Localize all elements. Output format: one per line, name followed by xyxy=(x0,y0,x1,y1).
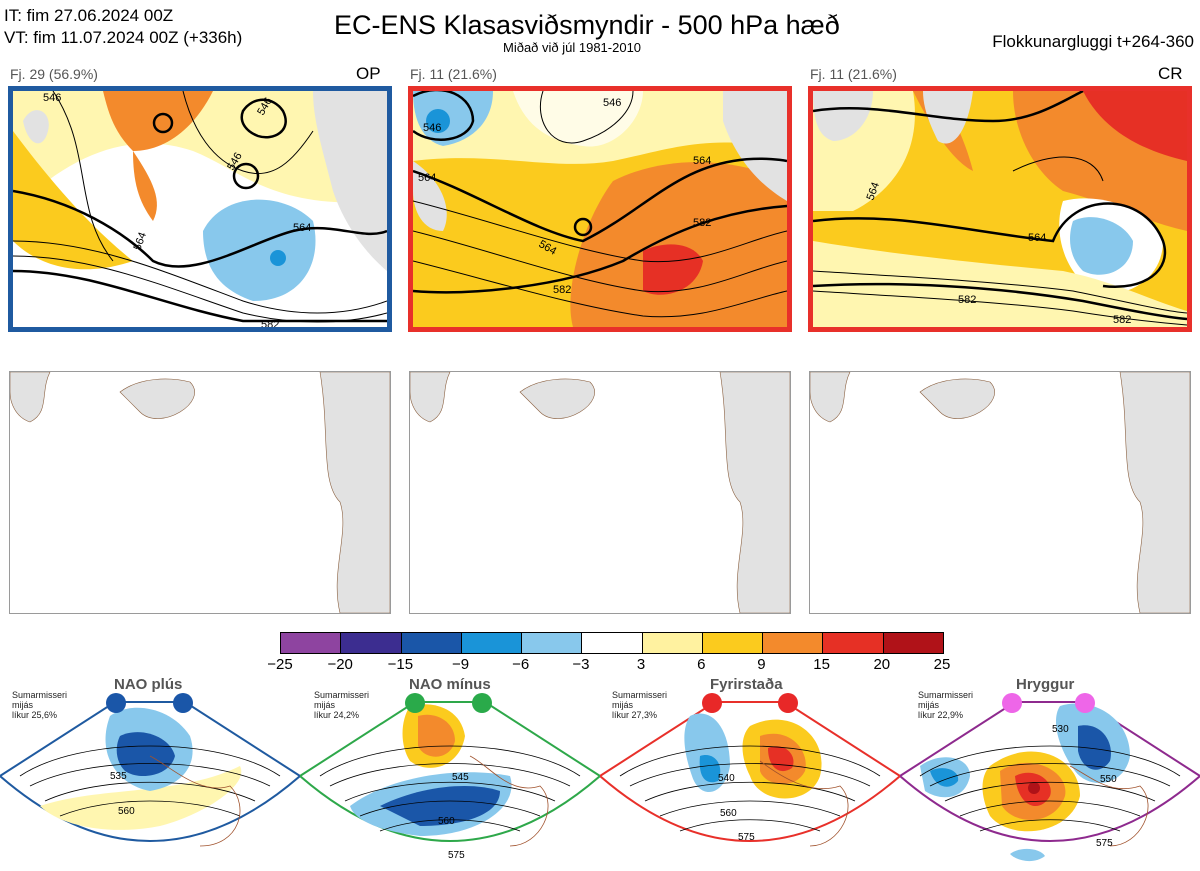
color-scale-tick-label: −15 xyxy=(387,656,414,673)
color-scale-segment xyxy=(641,633,702,653)
regime-3-contour-label-2: 560 xyxy=(720,808,737,819)
color-scale-tick-label: 3 xyxy=(636,656,646,673)
regime-4-contour-label-2: 550 xyxy=(1100,774,1117,785)
panel-3-code: CR xyxy=(1158,64,1183,83)
color-scale-tick-label: 20 xyxy=(873,656,891,673)
regime-1-contour-label-1: 535 xyxy=(110,771,127,782)
page-title: EC-ENS Klasasviðsmyndir - 500 hPa hæð xyxy=(334,10,840,40)
panel-3-contour-label-3: 582 xyxy=(958,294,976,306)
color-scale-segment xyxy=(281,633,341,653)
color-scale-segment xyxy=(762,633,823,653)
color-scale-tick-label: −3 xyxy=(572,656,590,673)
cluster-map-op: 564 564 582 546 546 546 xyxy=(8,86,392,332)
classification-window: Flokkunargluggi t+264-360 xyxy=(992,32,1194,51)
regime-2-contour-label-1: 545 xyxy=(452,772,469,783)
regime-3-title: Fyrirstaða xyxy=(710,676,783,693)
regime-ridge: 530 550 575 xyxy=(900,676,1200,871)
panel-3-label: Fj. 11 (21.6%) xyxy=(810,66,897,82)
regime-2-title: NAO mínus xyxy=(409,676,491,693)
regime-3-contour-label-3: 575 xyxy=(738,832,755,843)
regime-4-dot-a xyxy=(1002,693,1022,713)
color-scale-tick-label: −9 xyxy=(451,656,470,673)
color-scale-segment xyxy=(581,633,642,653)
color-scale-tick-label: −20 xyxy=(327,656,353,673)
regime-4-contour-label-1: 530 xyxy=(1052,724,1069,735)
regime-3-info: Sumarmisseri mijás líkur 27,3% xyxy=(612,690,668,720)
panel-1-contour-label-1: 564 xyxy=(132,231,150,252)
regime-1-dot-b xyxy=(173,693,193,713)
cluster-map-cr: 564 564 582 582 xyxy=(808,86,1192,332)
regime-1-title: NAO plús xyxy=(114,676,183,693)
regime-2-contour-label-2: 560 xyxy=(438,816,455,827)
regime-3-contour-label-1: 540 xyxy=(718,773,735,784)
regime-4-info: Sumarmisseri mijás líkur 22,9% xyxy=(918,690,974,720)
regime-4-title: Hryggur xyxy=(1016,676,1075,693)
panel-1-contour-label-3: 582 xyxy=(261,319,279,327)
color-scale-segment xyxy=(882,633,943,653)
panel-2-contour-label-2: 564 xyxy=(693,155,711,167)
panel-3-contour-label-1: 564 xyxy=(1028,232,1046,244)
color-scale-bar xyxy=(280,632,944,654)
regime-nao-minus: 545 560 575 xyxy=(300,676,600,871)
regime-1-dot-a xyxy=(106,693,126,713)
cluster-map-2: 564 564 582 582 546 546 564 xyxy=(408,86,792,332)
empty-map-3 xyxy=(809,371,1191,614)
empty-map-2 xyxy=(409,371,791,614)
color-scale-tick-label: −25 xyxy=(267,656,293,673)
panel-1-contour-label-2: 564 xyxy=(293,222,311,234)
color-scale-segment xyxy=(400,633,461,653)
panel-2-contour-label-5: 546 xyxy=(423,122,441,134)
panel-2-contour-label-4: 582 xyxy=(553,284,571,296)
regime-3-dot-b xyxy=(778,693,798,713)
regime-3-dot-a xyxy=(702,693,722,713)
page-subtitle: Miðað við júl 1981-2010 xyxy=(503,40,642,55)
color-scale-tick-label: −6 xyxy=(512,656,530,673)
regime-2-info: Sumarmisseri mijás líkur 24,2% xyxy=(314,690,370,720)
color-scale-segment xyxy=(340,633,401,653)
color-scale-segment xyxy=(521,633,582,653)
panel-2-contour-label-3: 582 xyxy=(693,217,711,229)
regime-2-dot-b xyxy=(472,693,492,713)
panel-3-contour-label-2: 564 xyxy=(865,181,883,202)
panel-2-contour-label-7: 564 xyxy=(418,172,436,184)
regime-2-dot-a xyxy=(405,693,425,713)
regime-4-dot-b xyxy=(1075,693,1095,713)
panel-1-code: OP xyxy=(356,64,381,83)
panel-1-label: Fj. 29 (56.9%) xyxy=(10,66,98,82)
color-scale-segment xyxy=(822,633,883,653)
color-scale-tick-label: 25 xyxy=(933,656,951,673)
regime-4-contour-label-3: 575 xyxy=(1096,838,1113,849)
color-scale-tick-label: 15 xyxy=(813,656,830,673)
color-scale-segment xyxy=(460,633,522,653)
panel-1-contour-label-6: 546 xyxy=(43,92,61,104)
panel-2-contour-label-6: 546 xyxy=(603,97,621,109)
panel-3-contour-label-4: 582 xyxy=(1113,314,1131,326)
regime-1-info: Sumarmisseri mijás líkur 25,6% xyxy=(12,690,68,720)
regime-blocking: 540 560 575 xyxy=(600,676,900,871)
valid-time: VT: fim 11.07.2024 00Z (+336h) xyxy=(4,28,243,47)
regime-2-contour-label-3: 575 xyxy=(448,850,465,861)
color-scale-tick-label: 6 xyxy=(697,656,706,673)
panel-2-label: Fj. 11 (21.6%) xyxy=(410,66,497,82)
empty-map-1 xyxy=(9,371,391,614)
color-scale-segment xyxy=(701,633,763,653)
regime-1-contour-label-2: 560 xyxy=(118,806,135,817)
color-scale-tick-label: 9 xyxy=(757,656,766,673)
initial-time: IT: fim 27.06.2024 00Z xyxy=(4,6,174,25)
regime-nao-plus: 535 560 xyxy=(0,676,300,871)
